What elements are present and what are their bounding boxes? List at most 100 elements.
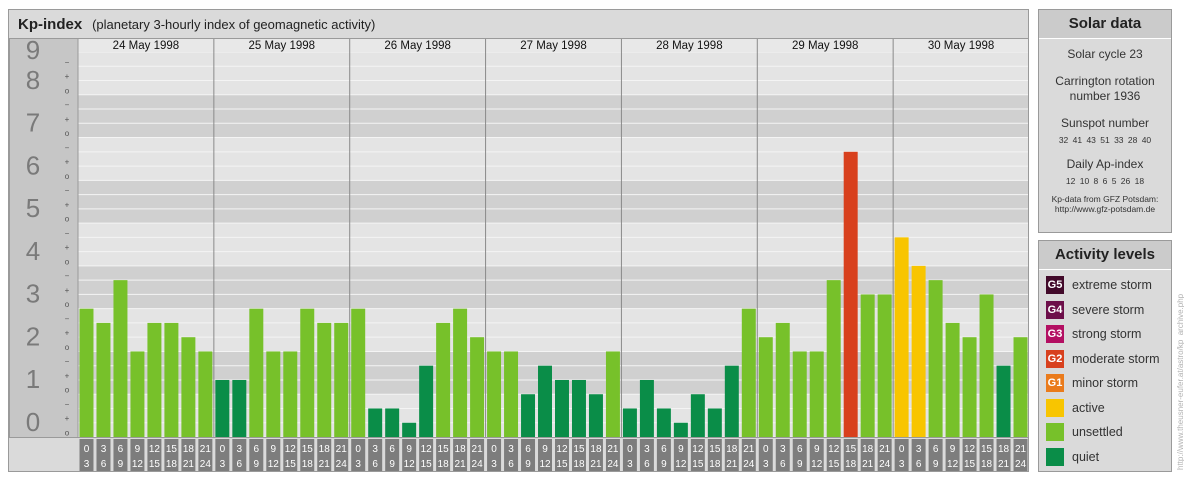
interval-start-label: 15: [981, 444, 993, 455]
y-minor-tick: o: [65, 129, 70, 138]
interval-box: [436, 439, 451, 471]
solar-data-panel: Solar data Solar cycle 23 Carrington rot…: [1038, 9, 1172, 233]
y-minor-tick: o: [65, 86, 70, 95]
y-tick-label: 2: [26, 321, 40, 351]
kp-bar: [504, 351, 519, 437]
interval-start-label: 0: [220, 444, 226, 455]
interval-end-label: 6: [780, 459, 786, 470]
day-label: 29 May 1998: [792, 40, 859, 52]
kp-bar: [690, 394, 705, 437]
interval-start-label: 9: [271, 444, 277, 455]
interval-box: [555, 439, 569, 471]
y-minor-tick: −: [65, 58, 70, 67]
legend-swatch: G5: [1046, 276, 1064, 295]
chart-title: Kp-index (planetary 3-hourly index of ge…: [18, 16, 375, 33]
interval-box: [826, 439, 841, 471]
y-tick-label: 9: [26, 35, 40, 65]
interval-end-label: 18: [709, 459, 721, 470]
interval-box: [741, 439, 756, 471]
legend-label: severe storm: [1072, 302, 1145, 317]
kp-bar: [130, 351, 145, 437]
plot-frame: [9, 38, 1029, 438]
interval-box: [860, 439, 875, 471]
interval-box: [894, 439, 909, 471]
legend-item-minor-storm: G1 minor storm: [1039, 371, 1171, 396]
interval-end-label: 18: [302, 459, 314, 470]
kp-bar: [639, 379, 654, 437]
interval-box: [996, 439, 1011, 471]
kp-bar: [317, 322, 332, 437]
interval-end-label: 24: [200, 459, 212, 470]
interval-start-label: 21: [336, 444, 348, 455]
interval-end-label: 3: [84, 459, 90, 470]
interval-box: [571, 439, 586, 471]
credit-link[interactable]: http://www.gfz-potsdam.de: [1054, 204, 1156, 214]
kp-bar: [707, 408, 722, 437]
interval-end-label: 21: [726, 459, 738, 470]
interval-start-label: 18: [455, 444, 467, 455]
kp-bar: [538, 365, 552, 437]
interval-end-label: 9: [389, 459, 395, 470]
interval-start-label: 15: [573, 444, 585, 455]
interval-start-label: 18: [862, 444, 874, 455]
y-minor-tick: +: [65, 286, 70, 295]
kp-bar: [962, 337, 977, 437]
grid-band: [78, 223, 1029, 266]
interval-box: [962, 439, 977, 471]
interval-box: [639, 439, 654, 471]
interval-start-label: 21: [879, 444, 891, 455]
interval-start-label: 15: [166, 444, 178, 455]
legend-swatch: G4: [1046, 300, 1064, 319]
day-label: 26 May 1998: [384, 40, 451, 52]
interval-start-label: 3: [508, 444, 514, 455]
interval-box: [113, 439, 128, 471]
kp-bar: [605, 351, 620, 437]
y-tick-label: 4: [26, 236, 40, 266]
interval-box: [843, 439, 858, 471]
interval-box: [368, 439, 383, 471]
interval-box: [538, 439, 552, 471]
day-label: 25 May 1998: [249, 40, 316, 52]
legend-swatch: [1046, 398, 1064, 417]
interval-end-label: 18: [166, 459, 178, 470]
kp-bar: [724, 365, 739, 437]
solar-cycle: Solar cycle 23: [1067, 47, 1143, 61]
legend-label: moderate storm: [1072, 351, 1160, 366]
sunspot-values: 32 41 43 51 33 28 40: [1058, 135, 1152, 145]
interval-end-label: 12: [132, 459, 144, 470]
interval-start-label: 21: [472, 444, 484, 455]
interval-box: [79, 439, 94, 471]
kp-bar: [113, 280, 128, 437]
ap-label: Daily Ap-index: [1066, 157, 1144, 171]
interval-end-label: 9: [661, 459, 667, 470]
kp-bar: [622, 408, 637, 437]
legend-item-moderate-storm: G2 moderate storm: [1039, 347, 1171, 372]
interval-end-label: 3: [220, 459, 226, 470]
kp-bar: [453, 308, 468, 437]
interval-end-label: 6: [372, 459, 378, 470]
kp-bar: [198, 351, 213, 437]
y-minor-tick: −: [65, 186, 70, 195]
y-minor-tick: −: [65, 143, 70, 152]
kp-bar-chart: 24 May 1998 25 May 1998 26 May 1998 27 May …: [9, 35, 1029, 471]
interval-end-label: 15: [692, 459, 704, 470]
y-minor-tick: −: [65, 357, 70, 366]
interval-box: [215, 439, 230, 471]
kp-bar: [334, 322, 349, 437]
interval-start-label: 21: [200, 444, 212, 455]
interval-start-label: 12: [149, 444, 161, 455]
y-minor-tick: −: [65, 101, 70, 110]
interval-start-label: 15: [709, 444, 721, 455]
interval-end-label: 24: [743, 459, 755, 470]
interval-start-label: 0: [84, 444, 90, 455]
kp-bar: [368, 408, 383, 437]
interval-end-label: 24: [472, 459, 484, 470]
interval-end-label: 21: [455, 459, 467, 470]
kp-bar: [758, 337, 773, 437]
interval-end-label: 21: [183, 459, 195, 470]
y-minor-tick: +: [65, 371, 70, 380]
interval-end-label: 15: [556, 459, 568, 470]
interval-start-label: 12: [556, 444, 568, 455]
interval-box: [809, 439, 824, 471]
interval-box: [232, 439, 247, 471]
